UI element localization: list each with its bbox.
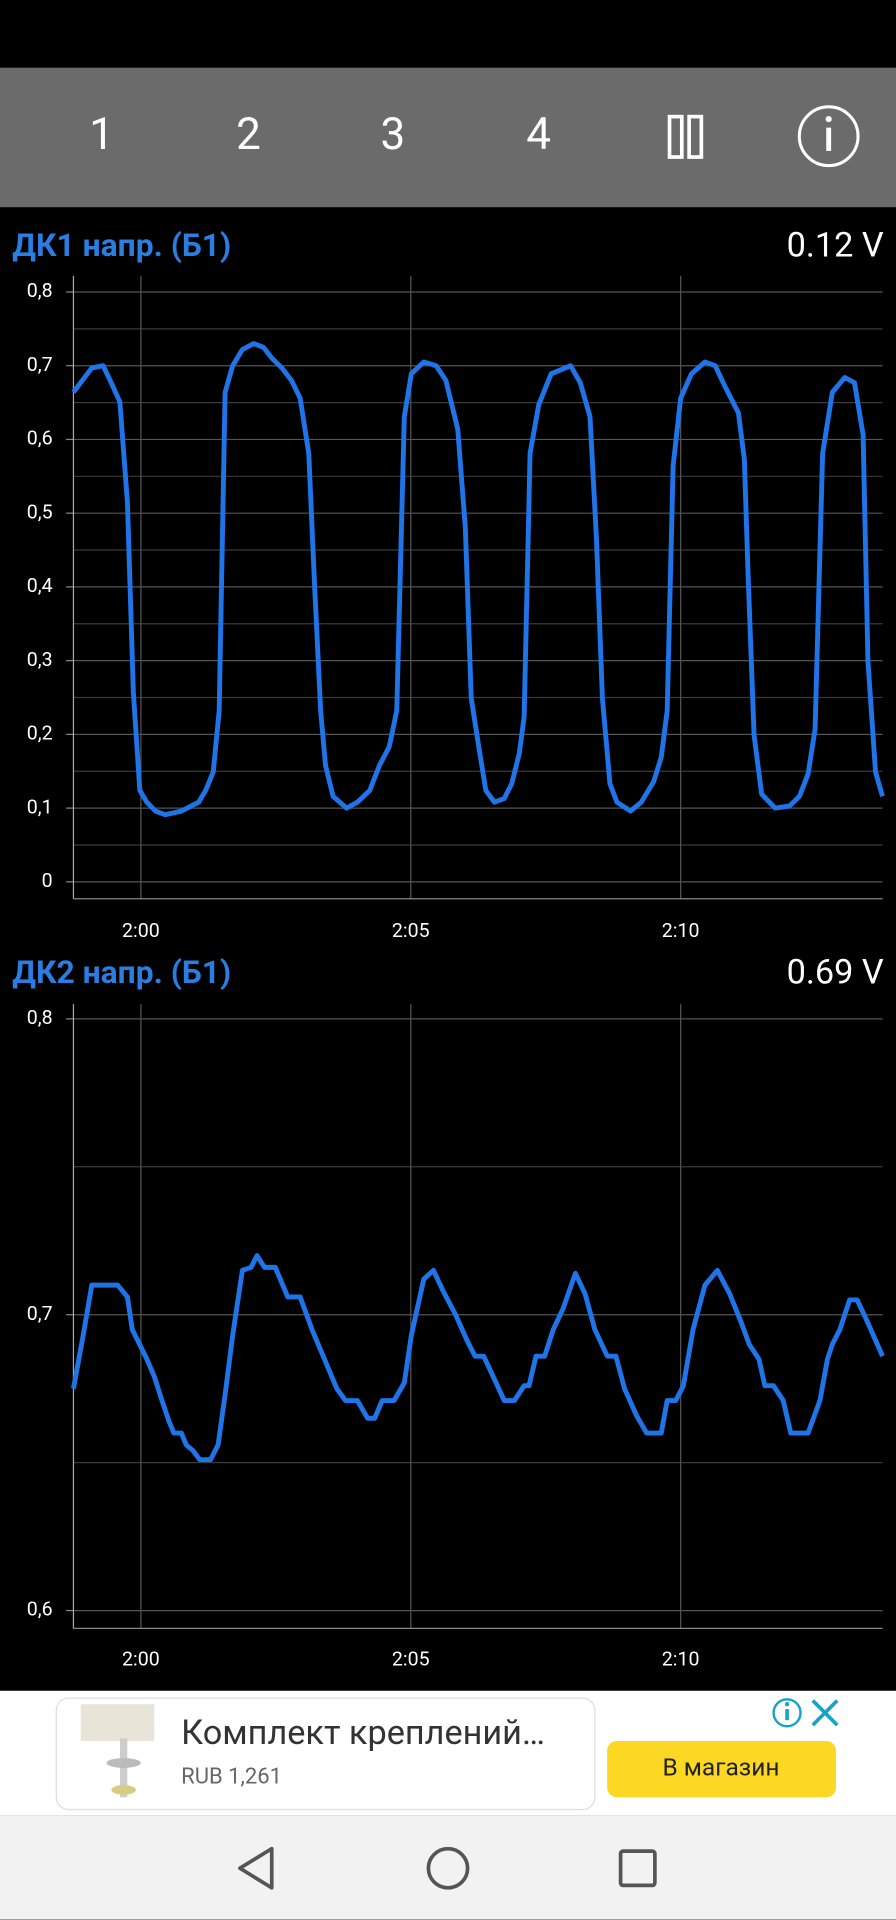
readout: 0.12 V <box>787 226 884 266</box>
x-tick-label: 2:10 <box>662 1647 700 1670</box>
ad-image <box>80 1704 155 1798</box>
ad-button[interactable] <box>607 1740 837 1798</box>
readout: 0.69 V <box>787 953 884 993</box>
y-tick-label: 0,6 <box>27 1598 53 1621</box>
y-tick-label: 0,8 <box>27 1006 53 1029</box>
nav-back[interactable] <box>238 1846 274 1890</box>
y-tick-label: 0,4 <box>27 574 53 597</box>
y-tick-label: 0,7 <box>27 1302 53 1325</box>
data-line <box>71 1253 885 1463</box>
y-tick-label: 0,1 <box>27 795 53 818</box>
x-tick-label: 2:00 <box>122 919 160 942</box>
data-line <box>71 341 885 818</box>
nav-home[interactable] <box>426 1846 470 1890</box>
x-tick-label: 2:05 <box>392 1647 430 1670</box>
x-tick-label: 2:05 <box>392 919 430 942</box>
y-tick-label: 0,5 <box>27 500 53 523</box>
nav-recents[interactable] <box>618 1849 657 1888</box>
y-tick-label: 0,8 <box>27 279 53 302</box>
status-bar <box>0 0 896 68</box>
chart-title: ДК2 напр. (Б1) <box>12 953 231 991</box>
info-button[interactable] <box>797 105 860 168</box>
tab-button[interactable]: 2 <box>236 108 261 160</box>
tab-button[interactable]: 1 <box>89 108 114 160</box>
pause-button[interactable] <box>667 114 704 159</box>
ad-button-label[interactable]: В магазин <box>662 1753 779 1782</box>
x-tick-label: 2:00 <box>122 1647 160 1670</box>
chart-title: ДК1 напр. (Б1) <box>12 226 231 264</box>
tab-button[interactable]: 3 <box>381 108 406 160</box>
ad-title: Комплект креплений… <box>181 1713 545 1753</box>
ad-price: RUB 1,261 <box>181 1764 282 1789</box>
y-tick-label: 0,3 <box>27 648 53 671</box>
tab-button[interactable]: 4 <box>526 108 551 160</box>
toolbar <box>0 67 896 208</box>
ad-close[interactable] <box>811 1699 839 1727</box>
y-tick-label: 0 <box>42 869 53 892</box>
y-tick-label: 0,2 <box>27 722 53 745</box>
ad-info-icon[interactable] <box>772 1698 802 1728</box>
x-tick-label: 2:10 <box>662 919 700 942</box>
y-tick-label: 0,7 <box>27 353 53 376</box>
ad-card <box>55 1697 596 1811</box>
y-tick-label: 0,6 <box>27 427 53 450</box>
charts: ДК1 напр. (Б1) 0.12 V 0,8 0,7 0,6 0,5 0,4 0,3 0,… <box>12 226 885 1670</box>
nav-bar <box>0 1815 896 1920</box>
